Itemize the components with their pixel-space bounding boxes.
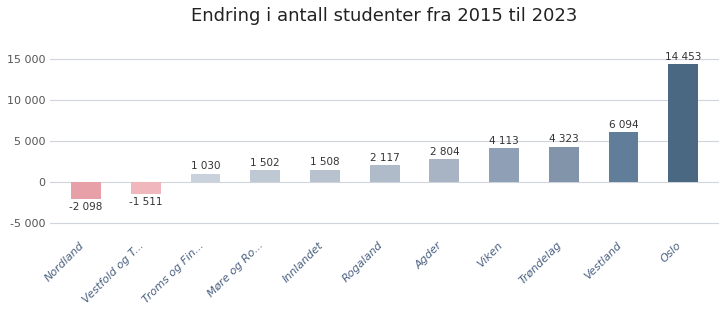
- Bar: [608, 132, 638, 182]
- Text: 4 323: 4 323: [549, 134, 579, 144]
- Bar: [191, 174, 221, 182]
- Bar: [71, 182, 101, 199]
- Text: 6 094: 6 094: [608, 120, 638, 130]
- Text: 1 508: 1 508: [310, 158, 340, 168]
- Text: 1 030: 1 030: [191, 161, 220, 171]
- Bar: [370, 165, 399, 182]
- Bar: [489, 149, 519, 182]
- Text: -2 098: -2 098: [70, 202, 103, 212]
- Bar: [250, 170, 280, 182]
- Text: 2 117: 2 117: [370, 153, 399, 163]
- Text: -1 511: -1 511: [129, 197, 163, 207]
- Bar: [669, 64, 698, 182]
- Bar: [310, 170, 340, 182]
- Text: 14 453: 14 453: [665, 51, 701, 61]
- Text: 4 113: 4 113: [489, 136, 519, 146]
- Title: Endring i antall studenter fra 2015 til 2023: Endring i antall studenter fra 2015 til …: [192, 7, 578, 25]
- Text: 2 804: 2 804: [430, 147, 460, 157]
- Bar: [549, 147, 579, 182]
- Bar: [430, 159, 460, 182]
- Text: 1 502: 1 502: [250, 158, 280, 168]
- Bar: [131, 182, 160, 194]
